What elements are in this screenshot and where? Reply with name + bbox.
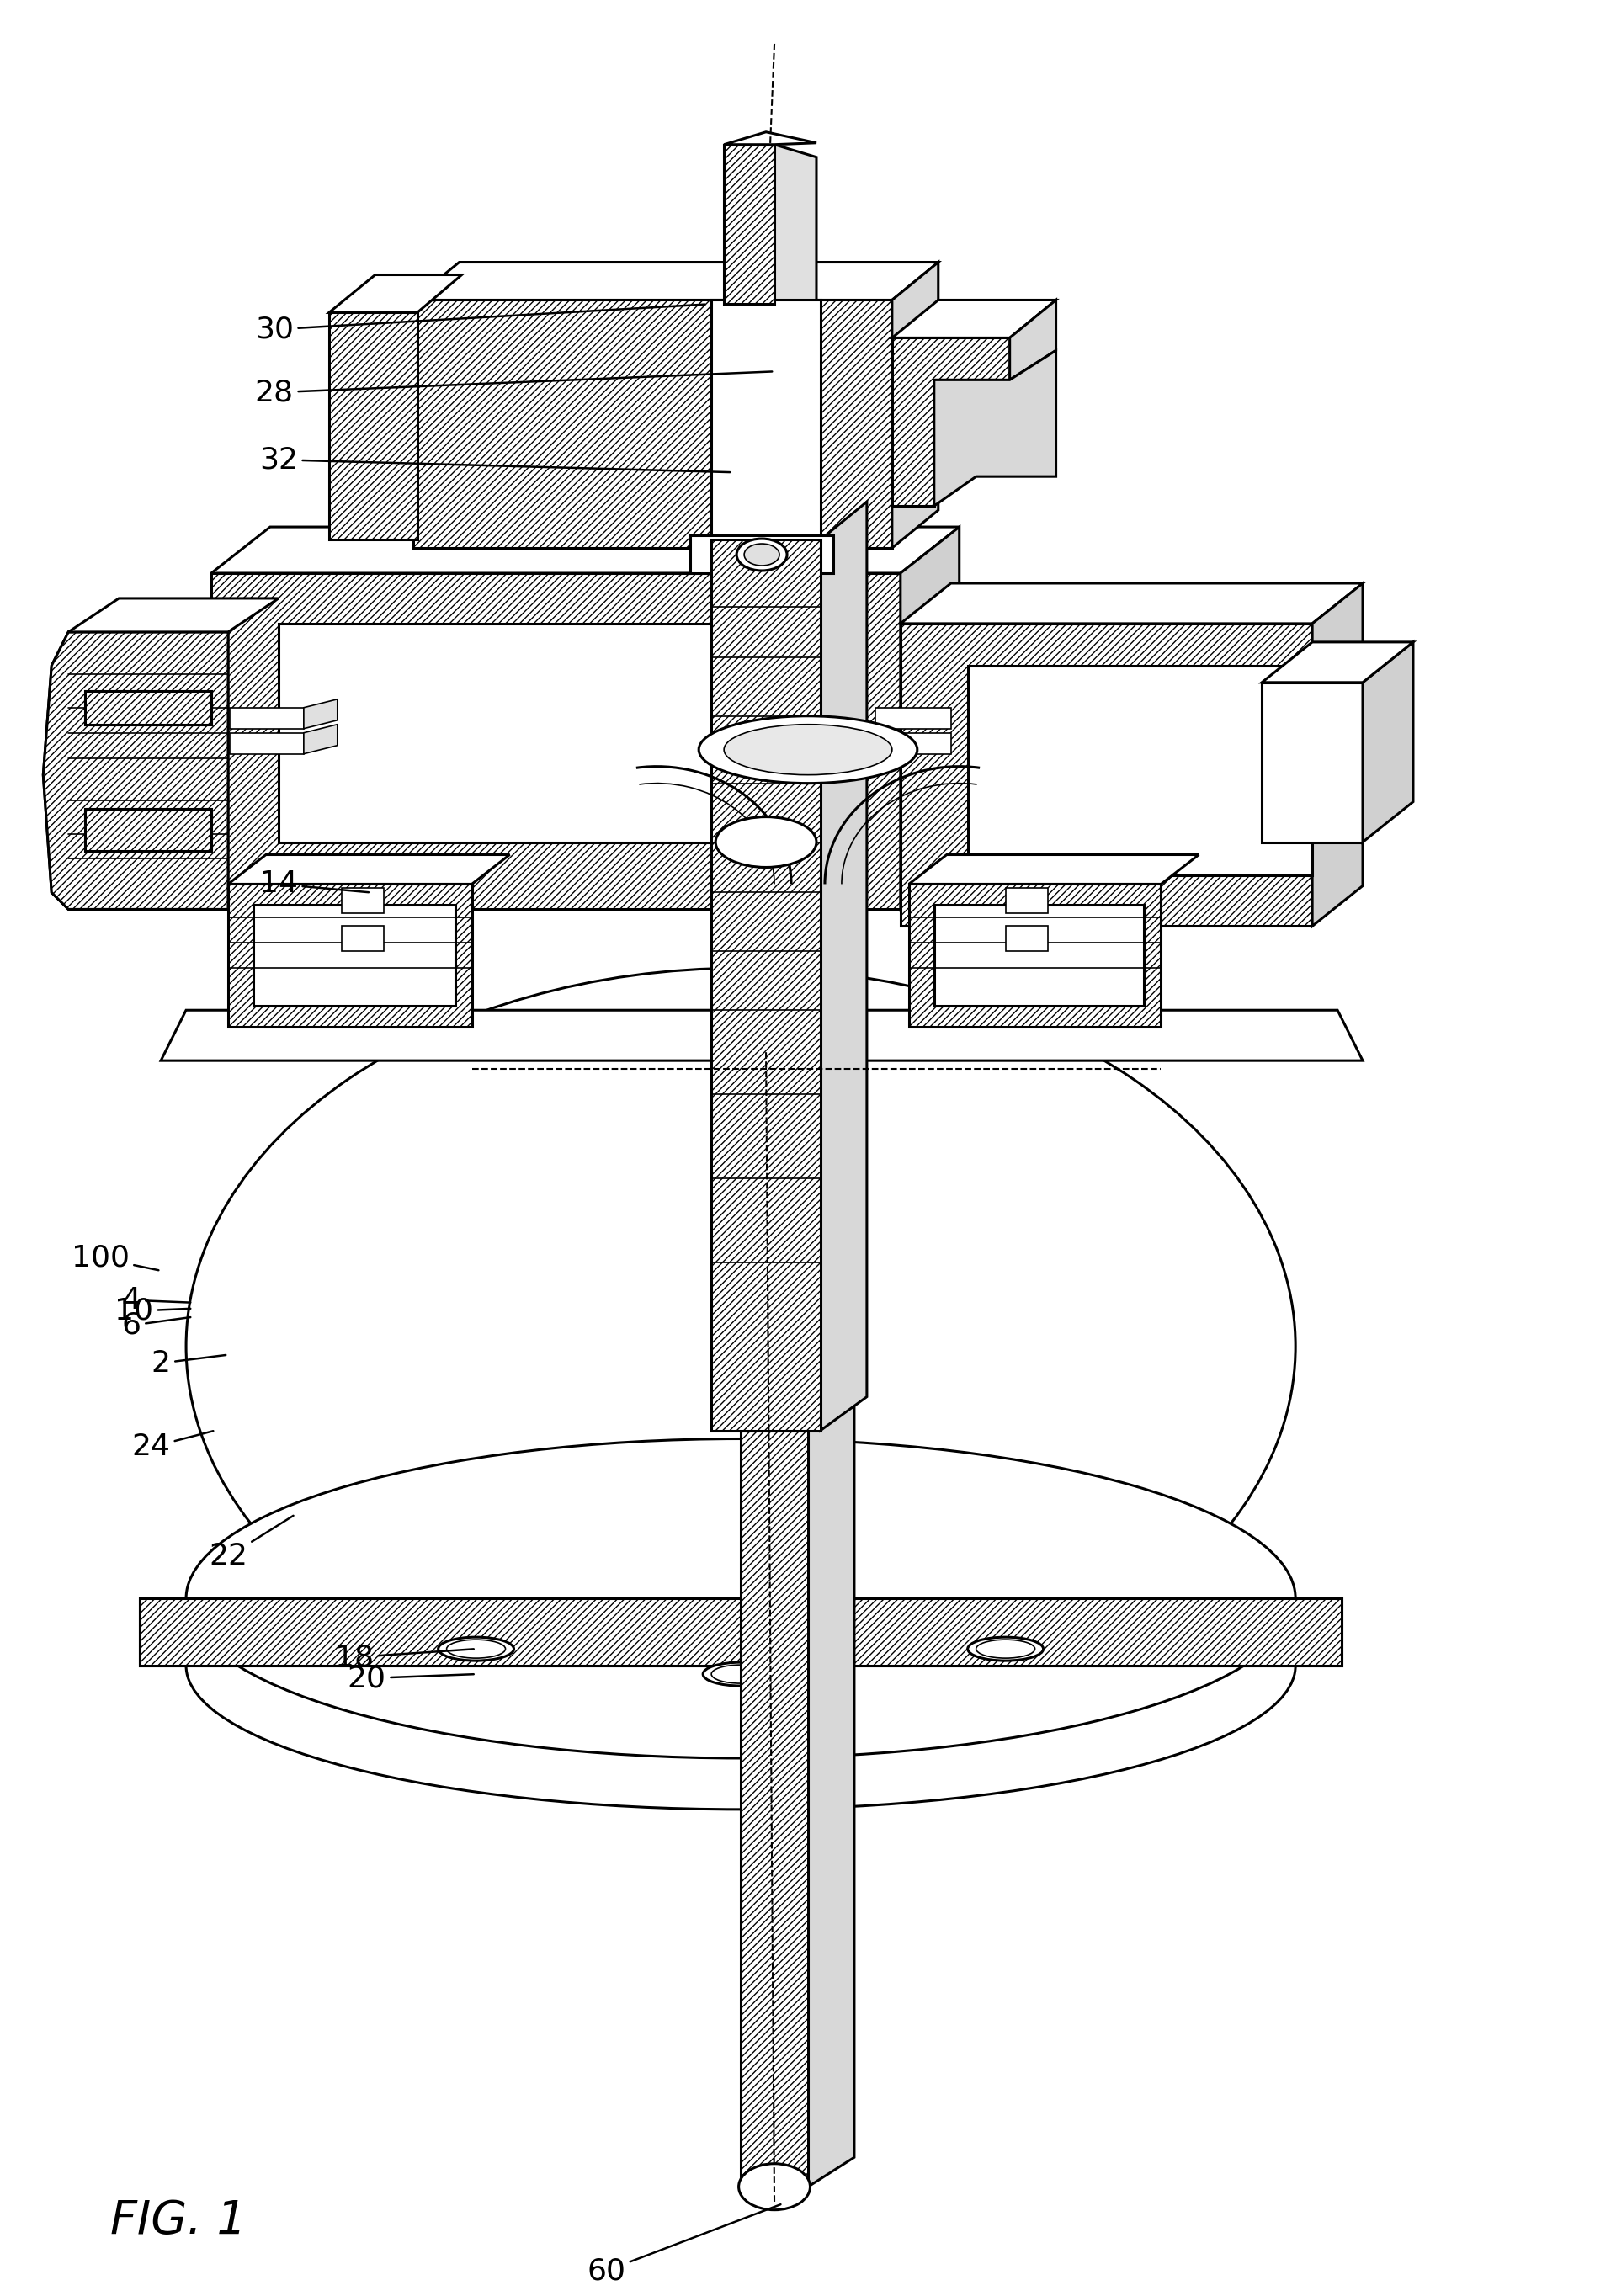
Polygon shape	[161, 1010, 1361, 1061]
Polygon shape	[773, 145, 817, 312]
Polygon shape	[891, 301, 1055, 338]
Polygon shape	[690, 535, 833, 574]
Polygon shape	[303, 700, 337, 728]
Polygon shape	[85, 808, 211, 850]
Ellipse shape	[185, 1522, 1295, 1809]
Polygon shape	[901, 583, 1361, 625]
Polygon shape	[909, 884, 1160, 1026]
Polygon shape	[1311, 583, 1361, 925]
Polygon shape	[967, 666, 1311, 875]
Polygon shape	[43, 631, 229, 909]
Polygon shape	[710, 540, 820, 1430]
Text: FIG. 1: FIG. 1	[111, 2197, 246, 2243]
Polygon shape	[230, 707, 303, 728]
Ellipse shape	[738, 2163, 810, 2209]
Text: 60: 60	[586, 2204, 780, 2285]
Polygon shape	[342, 925, 383, 951]
Polygon shape	[901, 526, 959, 909]
Polygon shape	[934, 905, 1144, 1006]
Text: 4: 4	[122, 1286, 190, 1313]
Text: 10: 10	[114, 1297, 190, 1325]
Ellipse shape	[185, 1440, 1295, 1759]
Polygon shape	[140, 1598, 1340, 1665]
Polygon shape	[723, 131, 817, 145]
Polygon shape	[342, 889, 383, 914]
Text: 14: 14	[259, 870, 369, 898]
Polygon shape	[723, 145, 773, 303]
Polygon shape	[820, 503, 867, 1430]
Polygon shape	[279, 625, 833, 843]
Polygon shape	[875, 732, 950, 753]
Ellipse shape	[736, 540, 786, 572]
Polygon shape	[85, 691, 211, 726]
Polygon shape	[140, 1598, 1340, 1665]
Polygon shape	[909, 854, 1199, 884]
Polygon shape	[1261, 643, 1413, 682]
Text: 20: 20	[348, 1665, 474, 1692]
Ellipse shape	[744, 544, 780, 565]
Polygon shape	[741, 1430, 807, 2186]
Polygon shape	[68, 599, 279, 631]
Text: 22: 22	[209, 1515, 293, 1570]
Ellipse shape	[702, 1662, 778, 1685]
Ellipse shape	[976, 1639, 1034, 1658]
Polygon shape	[934, 351, 1055, 505]
Polygon shape	[211, 574, 901, 909]
Polygon shape	[229, 884, 472, 1026]
Polygon shape	[1008, 301, 1055, 379]
Text: 18: 18	[335, 1644, 474, 1671]
Ellipse shape	[723, 726, 891, 774]
Polygon shape	[412, 262, 938, 301]
Polygon shape	[807, 1401, 854, 2186]
Text: 2: 2	[151, 1348, 226, 1378]
Polygon shape	[211, 526, 959, 574]
Polygon shape	[1005, 925, 1047, 951]
Polygon shape	[253, 905, 454, 1006]
Polygon shape	[329, 276, 461, 312]
Ellipse shape	[438, 1637, 514, 1660]
Polygon shape	[1005, 889, 1047, 914]
Text: 100: 100	[71, 1244, 158, 1272]
Text: 24: 24	[132, 1430, 213, 1463]
Ellipse shape	[446, 1639, 506, 1658]
Polygon shape	[43, 631, 229, 909]
Ellipse shape	[710, 1665, 770, 1683]
Polygon shape	[901, 625, 1311, 925]
Polygon shape	[891, 262, 938, 549]
Polygon shape	[412, 301, 891, 549]
Text: 6: 6	[122, 1311, 190, 1339]
Polygon shape	[85, 691, 211, 726]
Ellipse shape	[715, 817, 817, 868]
Ellipse shape	[967, 1637, 1042, 1660]
Ellipse shape	[185, 969, 1295, 1724]
Polygon shape	[1361, 643, 1413, 843]
Polygon shape	[303, 726, 337, 753]
Polygon shape	[891, 338, 1008, 505]
Polygon shape	[329, 312, 417, 540]
Text: 32: 32	[259, 445, 730, 473]
Polygon shape	[229, 854, 509, 884]
Polygon shape	[875, 707, 950, 728]
Ellipse shape	[699, 716, 917, 783]
Polygon shape	[710, 301, 820, 549]
Polygon shape	[85, 808, 211, 850]
Text: 28: 28	[255, 372, 772, 406]
Text: 30: 30	[255, 305, 704, 344]
Polygon shape	[230, 732, 303, 753]
Polygon shape	[1261, 682, 1361, 843]
